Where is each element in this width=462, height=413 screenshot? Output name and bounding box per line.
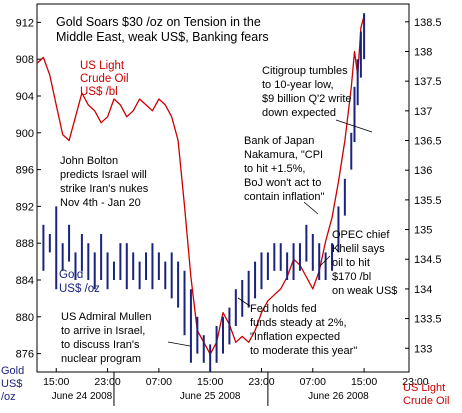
annotation-line: Nakamura, "CPI (244, 149, 323, 161)
annotation-line: Fed holds fed (250, 303, 317, 315)
annotation-line: to moderate this year" (250, 345, 357, 357)
right-tick-label: 138.5 (414, 17, 442, 29)
x-day-label: June 26 2008 (308, 391, 369, 402)
oil-label-line-1: US Light (80, 60, 125, 72)
gold-series (42, 13, 366, 372)
left-tick-label: 904 (16, 91, 34, 103)
chart-title-line-2: Middle East, weak US$, Banking fears (56, 30, 269, 44)
annotation-line: John Bolton (60, 155, 118, 167)
chart-title-line-1: Gold Soars $30 /oz on Tension in the (56, 15, 261, 29)
annotation-line: Bank of Japan (244, 135, 314, 147)
right-axis-label-line-2: Crude Oil (403, 395, 449, 407)
annotation-line: Nov 4th - Jan 20 (60, 197, 141, 209)
left-tick-label: 888 (16, 238, 34, 250)
annotation-pointer (335, 119, 373, 133)
x-day-label: June 25 2008 (180, 391, 241, 402)
annotation-line: on weak US$ (332, 285, 397, 297)
left-tick-label: 900 (16, 128, 34, 140)
annotation-pointer (303, 201, 319, 215)
right-tick-label: 135 (414, 225, 432, 237)
annotation-pointer (237, 297, 251, 307)
annotation-line: funds steady at 2%, (250, 317, 347, 329)
annotation-line: BoJ won't act to (244, 177, 321, 189)
left-axis-label-line-1: Gold (1, 365, 24, 377)
left-tick-label: 876 (16, 349, 34, 361)
left-tick-label: 880 (16, 312, 34, 324)
right-tick-label: 134.5 (414, 254, 442, 266)
left-tick-label: 908 (16, 54, 34, 66)
left-axis: 876 880 884 888 892 896 900 904 908 912 (16, 17, 41, 361)
x-tick-label: 15:00 (43, 376, 69, 388)
left-tick-label: 896 (16, 165, 34, 177)
annotation-line: contain inflation" (244, 191, 324, 203)
annotation-line: oil to hit (332, 257, 370, 269)
annotation-opec: OPEC chief Khelil says oil to hit $170 /… (332, 229, 397, 297)
annotation-pointer (167, 341, 191, 347)
right-axis: 133 133.5 134 134.5 135 135.5 136 136.5 137 137.5… (405, 17, 442, 355)
left-tick-label: 912 (16, 17, 34, 29)
annotation-line: strike Iran's nukes (60, 183, 149, 195)
left-tick-label: 884 (16, 275, 34, 287)
oil-label-line-2: Crude Oil (80, 73, 129, 85)
left-tick-label: 892 (16, 201, 34, 213)
left-axis-label-line-3: /oz (1, 391, 16, 403)
right-tick-label: 138 (414, 46, 432, 58)
x-tick-label: 15:00 (197, 376, 223, 388)
annotation-boj: Bank of Japan Nakamura, "CPI to hit +1.5… (244, 135, 324, 203)
x-tick-label: 23:00 (248, 376, 274, 388)
annotation-line: to arrive in Israel, (61, 325, 145, 337)
right-tick-label: 133.5 (414, 314, 442, 326)
annotation-line: $9 billion Q'2 write (262, 93, 352, 105)
annotation-line: to hit +1.5%, (244, 163, 305, 175)
annotation-line: down expected (262, 107, 336, 119)
right-axis-label-line-1: US Light (403, 382, 445, 394)
annotation-line: to 10-year low, (262, 79, 334, 91)
x-day-label: June 24 2008 (52, 391, 113, 402)
annotation-line: predicts Israel will (60, 169, 147, 181)
left-axis-label-line-2: US$ (1, 378, 22, 390)
annotation-line: "Inflation expected (250, 331, 340, 343)
x-tick-label: 07:00 (300, 376, 326, 388)
annotation-pointer (319, 255, 331, 267)
annotation-mullen: US Admiral Mullen to arrive in Israel, t… (61, 311, 151, 365)
right-tick-label: 136.5 (414, 136, 442, 148)
gold-label-line-1: Gold (59, 269, 83, 281)
annotation-line: US Admiral Mullen (61, 311, 151, 323)
annotation-line: Citigroup tumbles (262, 65, 348, 77)
right-tick-label: 135.5 (414, 195, 442, 207)
x-tick-label: 23:00 (402, 376, 428, 388)
annotation-line: $170 /bl (332, 271, 371, 283)
annotation-line: nuclear program (61, 353, 141, 365)
right-tick-label: 136 (414, 165, 432, 177)
x-axis: 15:00 23:00 07:00 15:00 23:00 07:00 15:00 23:00… (43, 368, 429, 406)
right-tick-label: 133 (414, 343, 432, 355)
annotation-line: Khelil says (332, 243, 385, 255)
annotation-line: OPEC chief (332, 229, 390, 241)
right-tick-label: 137.5 (414, 76, 442, 88)
plot-frame (36, 3, 410, 373)
x-tick-label: 23:00 (94, 376, 120, 388)
x-tick-label: 15:00 (351, 376, 377, 388)
annotation-fed: Fed holds fed funds steady at 2%, "Infla… (250, 303, 357, 357)
right-tick-label: 137 (414, 106, 432, 118)
right-tick-label: 134 (414, 284, 432, 296)
annotation-line: to discuss Iran's (61, 339, 140, 351)
x-tick-label: 07:00 (146, 376, 172, 388)
annotation-bolton: John Bolton predicts Israel will strike … (60, 155, 149, 209)
gold-label-line-2: US$ /oz (59, 283, 100, 295)
oil-label-line-3: US$ /bl (80, 86, 118, 98)
annotation-citigroup: Citigroup tumbles to 10-year low, $9 bil… (262, 65, 352, 119)
